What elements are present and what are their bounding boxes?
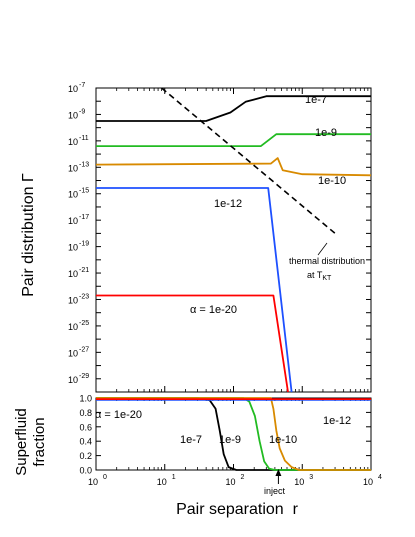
top-ytick-label: 10 (68, 216, 78, 226)
bottom-ytick-label: 0.6 (79, 422, 92, 432)
top-ytick-label: 10 (68, 295, 78, 305)
top-series-line (96, 95, 371, 122)
top-ytick-exp: -27 (79, 346, 89, 353)
bottom-label-1e-10: 1e-10 (269, 434, 297, 446)
bottom-xtick-label: 10 (294, 477, 304, 487)
top-series-line (96, 187, 293, 393)
top-ytick-exp: -23 (79, 293, 89, 300)
top-series-line (96, 133, 371, 148)
top-ytick-label: 10 (68, 84, 78, 94)
top-ytick-exp: -17 (79, 214, 89, 221)
top-ytick-exp: -7 (79, 82, 85, 89)
thermal-label-line2: at TKT (307, 270, 332, 282)
top-label-alpha-1e-20: α = 1e-20 (190, 304, 237, 316)
top-ytick-label: 10 (68, 375, 78, 385)
top-label-1e-9: 1e-9 (315, 127, 337, 139)
top-ytick-label: 10 (68, 110, 78, 120)
inject-label: inject (264, 486, 286, 496)
bottom-xtick-label: 10 (225, 477, 235, 487)
top-label-1e-12: 1e-12 (214, 198, 242, 210)
bottom-ylabel-line1: Superfluid (13, 408, 30, 476)
thermal-label-sub: KT (322, 275, 332, 282)
xlabel: Pair separation r (176, 501, 299, 518)
thermal-label-pointer (317, 242, 328, 256)
bottom-ytick-label: 0.0 (79, 466, 92, 476)
bottom-ytick-label: 0.2 (79, 451, 92, 461)
top-ytick-label: 10 (68, 243, 78, 253)
top-label-1e-7: 1e-7 (305, 94, 327, 106)
thermal-label-line1: thermal distribution (289, 256, 365, 266)
bottom-xtick-exp: 0 (103, 474, 107, 481)
top-ytick-exp: -13 (79, 161, 89, 168)
bottom-label-1e-7: 1e-7 (180, 434, 202, 446)
top-ytick-label: 10 (68, 190, 78, 200)
bottom-xtick-exp: 1 (172, 474, 176, 481)
bottom-xtick-label: 10 (157, 477, 167, 487)
bottom-series-line (96, 397, 371, 471)
bottom-xtick-exp: 3 (309, 474, 313, 481)
top-ytick-label: 10 (68, 137, 78, 147)
thermal-label-at: at T (307, 270, 323, 280)
bottom-xtick-label: 10 (363, 477, 373, 487)
bottom-xtick-label: 10 (88, 477, 98, 487)
top-ytick-label: 10 (68, 348, 78, 358)
inject-arrow-head (275, 469, 282, 476)
bottom-ylabel-line2: fraction (31, 417, 48, 466)
bottom-ytick-label: 0.4 (79, 437, 92, 447)
bottom-xtick-exp: 2 (241, 474, 245, 481)
top-ytick-exp: -29 (79, 373, 89, 380)
top-ytick-exp: -19 (79, 241, 89, 248)
bottom-label-1e-12: 1e-12 (323, 415, 351, 427)
top-ytick-exp: -11 (79, 135, 89, 142)
top-series-line (95, 157, 372, 177)
bottom-ytick-label: 0.8 (79, 408, 92, 418)
bottom-label-1e-9: 1e-9 (219, 434, 241, 446)
top-ytick-exp: -9 (79, 108, 85, 115)
top-ytick-label: 10 (68, 322, 78, 332)
top-axes: 10-710-910-1110-1310-1510-1710-1910-2110… (68, 82, 372, 393)
top-label-1e-10: 1e-10 (318, 175, 346, 187)
top-ylabel: Pair distribution Γ (20, 173, 37, 297)
bottom-label-alpha-1e-20: α = 1e-20 (95, 409, 142, 421)
top-ytick-exp: -15 (79, 188, 89, 195)
top-ytick-label: 10 (68, 269, 78, 279)
top-series-line (96, 294, 289, 393)
bottom-axes: 10 0 10 1 10 2 10 3 10 4 0.0 0.2 0.4 0.6 0.8 1.0 (79, 394, 382, 488)
bottom-ytick-label: 1.0 (79, 394, 92, 404)
top-ytick-exp: -25 (79, 320, 89, 327)
top-ytick-label: 10 (68, 163, 78, 173)
top-ytick-exp: -21 (79, 267, 89, 274)
top-series-line (161, 87, 336, 235)
bottom-xtick-exp: 4 (378, 474, 382, 481)
